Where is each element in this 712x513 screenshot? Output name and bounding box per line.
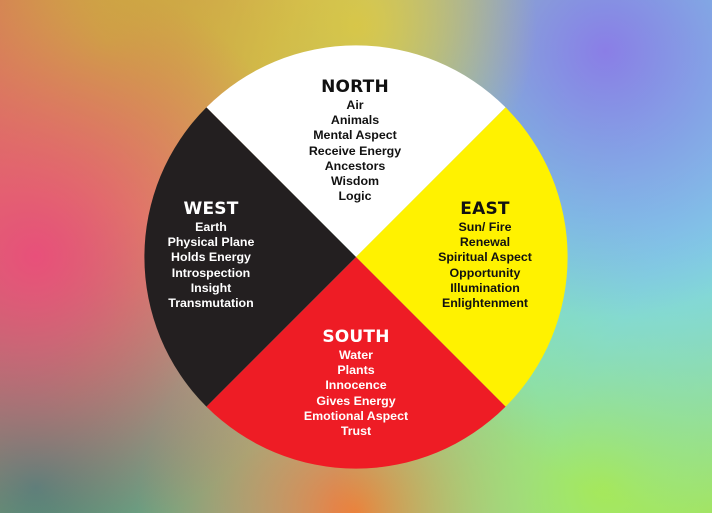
list-item: Enlightenment — [441, 296, 529, 311]
list-item: Innocence — [325, 378, 387, 393]
list-item: Illumination — [450, 280, 520, 295]
list-item: Renewal — [459, 235, 511, 250]
list-item: Air — [346, 98, 364, 112]
list-item: Animals — [330, 113, 380, 128]
list-item: Ancestors — [324, 158, 386, 173]
list-item: Trust — [340, 424, 372, 439]
list-item: Earth — [195, 220, 227, 234]
south-quadrant — [206, 257, 506, 469]
list-item: Introspection — [171, 265, 251, 280]
list-item: Physical Plane — [167, 235, 255, 250]
list-item: Holds Energy — [171, 250, 251, 265]
list-item: Opportunity — [449, 265, 521, 280]
list-item: Emotional Aspect — [303, 408, 409, 423]
list-item: Gives Energy — [316, 393, 396, 408]
north-label: NORTH Air Animals Mental Aspect Receive … — [309, 77, 401, 204]
list-item: Logic — [338, 189, 372, 204]
south-label: SOUTH Water Plants Innocence Gives Energ… — [304, 327, 408, 439]
south-attributes: Water Plants Innocence Gives Energy Emot… — [304, 348, 408, 439]
list-item: Plants — [337, 363, 375, 378]
east-attributes: Sun/ Fire Renewal Spiritual Aspect Oppor… — [438, 220, 532, 311]
list-item: Water — [339, 348, 373, 362]
south-title: SOUTH — [322, 327, 390, 347]
east-title: EAST — [460, 199, 510, 219]
north-title: NORTH — [321, 77, 389, 97]
east-quadrant — [356, 107, 568, 407]
list-item: Mental Aspect — [313, 128, 397, 143]
list-item: Spiritual Aspect — [438, 250, 532, 265]
list-item: Transmutation — [168, 296, 254, 311]
list-item: Sun/ Fire — [458, 220, 512, 234]
north-quadrant — [206, 45, 506, 258]
west-title: WEST — [183, 199, 239, 219]
list-item: Wisdom — [330, 174, 380, 189]
east-label: EAST Sun/ Fire Renewal Spiritual Aspect … — [438, 199, 532, 311]
list-item: Receive Energy — [308, 143, 402, 158]
west-quadrant — [144, 107, 356, 407]
west-attributes: Earth Physical Plane Holds Energy Intros… — [168, 220, 255, 311]
west-label: WEST Earth Physical Plane Holds Energy I… — [168, 199, 255, 311]
list-item: Insight — [190, 280, 232, 295]
north-attributes: Air Animals Mental Aspect Receive Energy… — [309, 98, 401, 204]
